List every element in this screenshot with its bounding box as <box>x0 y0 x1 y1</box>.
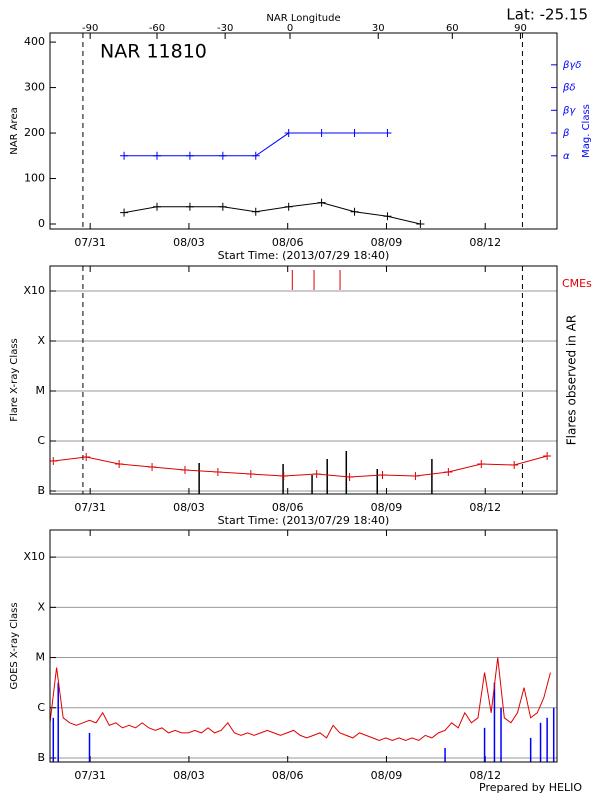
series-line <box>49 657 551 741</box>
point-marker <box>345 473 354 481</box>
x-tick-label: 08/09 <box>371 769 403 782</box>
point-marker <box>279 472 288 480</box>
y-axis-label: Flare X-ray Class <box>9 338 20 422</box>
y2-tick-label: βδ <box>562 83 576 94</box>
point-marker <box>218 151 227 160</box>
x2-tick-label: 0 <box>287 23 293 34</box>
y2-axis-label: Flares observed in AR <box>565 315 579 445</box>
plot-frame <box>49 32 558 230</box>
y2-axis-label: Mag. Class <box>581 104 592 158</box>
y-tick-label: B <box>37 751 45 764</box>
point-marker <box>246 470 255 478</box>
x-axis-label: Start Time: (2013/07/29 18:40) <box>218 249 390 262</box>
point-marker <box>284 202 293 211</box>
y2-tick-label: βγ <box>562 105 576 116</box>
point-marker <box>251 151 260 160</box>
y-axis-label: GOES X-ray Class <box>9 602 20 689</box>
x2-tick-label: -30 <box>217 23 233 34</box>
plot-frame <box>49 265 558 495</box>
y-tick-label: 300 <box>24 81 45 94</box>
y-tick-label: X10 <box>23 550 45 563</box>
point-marker <box>350 129 359 138</box>
x-tick-label: 08/03 <box>173 501 205 514</box>
plot-frame <box>49 529 558 763</box>
y-tick-label: 400 <box>24 35 45 48</box>
y-tick-label: X <box>37 334 45 347</box>
x2-tick-label: 90 <box>514 23 527 34</box>
x-tick-label: 07/31 <box>74 501 106 514</box>
point-marker <box>510 461 519 469</box>
x-tick-label: 08/03 <box>173 769 205 782</box>
point-marker <box>284 129 293 138</box>
panel-title: NAR 11810 <box>100 41 207 63</box>
latitude: Lat: -25.15 <box>506 6 588 24</box>
point-marker <box>49 457 58 465</box>
series-line <box>123 202 421 225</box>
x2-tick-label: 30 <box>372 23 385 34</box>
y-axis-label: NAR Area <box>9 107 20 154</box>
y-tick-label: 100 <box>24 172 45 185</box>
x-tick-label: 08/06 <box>272 769 304 782</box>
point-marker <box>378 471 387 479</box>
x-tick-label: 08/12 <box>469 501 501 514</box>
point-marker <box>383 129 392 138</box>
x-tick-label: 08/12 <box>469 769 501 782</box>
point-marker <box>317 198 326 207</box>
point-marker <box>477 460 486 468</box>
y-tick-label: C <box>37 434 45 447</box>
point-marker <box>543 452 552 460</box>
y2-tick-label: α <box>563 151 570 162</box>
y-tick-label: 0 <box>38 217 45 230</box>
point-marker <box>120 208 129 217</box>
point-marker <box>251 207 260 216</box>
y-tick-label: M <box>36 651 46 664</box>
point-marker <box>148 463 157 471</box>
point-marker <box>185 202 194 211</box>
point-marker <box>444 468 453 476</box>
point-marker <box>82 453 91 461</box>
point-marker <box>383 212 392 221</box>
point-marker <box>185 151 194 160</box>
x2-tick-label: -60 <box>149 23 165 34</box>
y2-tick-label: β <box>562 128 570 139</box>
y-tick-label: 200 <box>24 126 45 139</box>
point-marker <box>180 466 189 474</box>
x-tick-label: 08/09 <box>371 236 403 249</box>
point-marker <box>416 219 425 228</box>
y-tick-label: X <box>37 600 45 613</box>
point-marker <box>317 129 326 138</box>
point-marker <box>312 470 321 478</box>
x-axis-label: Start Time: (2013/07/29 18:40) <box>218 514 390 527</box>
point-marker <box>120 151 129 160</box>
credit: Prepared by HELIO <box>479 781 582 794</box>
y-tick-label: C <box>37 701 45 714</box>
y2-tick-label: βγδ <box>562 60 581 71</box>
event-label: CMEs <box>562 277 592 290</box>
point-marker <box>152 202 161 211</box>
x2-axis-label: NAR Longitude <box>266 13 340 24</box>
y-tick-label: B <box>37 484 45 497</box>
x-tick-label: 07/31 <box>74 769 106 782</box>
point-marker <box>152 151 161 160</box>
x-tick-label: 07/31 <box>74 236 106 249</box>
x-tick-label: 08/12 <box>469 236 501 249</box>
x2-tick-label: -90 <box>82 23 98 34</box>
point-marker <box>213 468 222 476</box>
y-tick-label: X10 <box>23 284 45 297</box>
point-marker <box>411 472 420 480</box>
point-marker <box>218 202 227 211</box>
point-marker <box>350 207 359 216</box>
x-tick-label: 08/06 <box>272 236 304 249</box>
point-marker <box>115 460 124 468</box>
series-line <box>53 455 548 478</box>
x-tick-label: 08/06 <box>272 501 304 514</box>
x2-tick-label: 60 <box>446 23 459 34</box>
y-tick-label: M <box>36 384 46 397</box>
x-tick-label: 08/09 <box>371 501 403 514</box>
x-tick-label: 08/03 <box>173 236 205 249</box>
